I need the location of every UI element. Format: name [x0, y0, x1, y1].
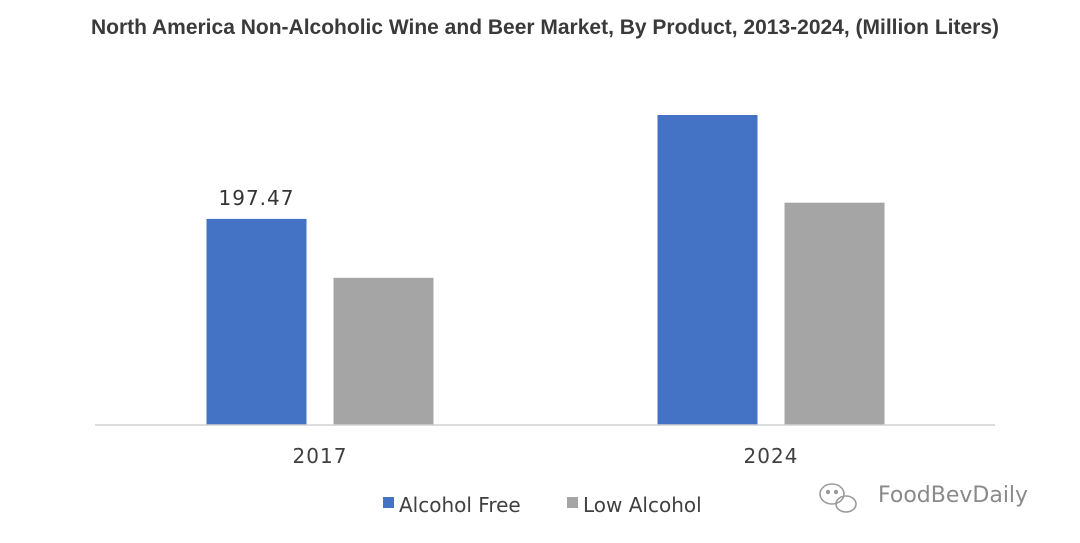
wechat-icon [819, 483, 857, 513]
x-tick-label: 2024 [744, 444, 799, 468]
legend-label-alcohol-free: Alcohol Free [399, 493, 521, 517]
watermark-text: FoodBevDaily [878, 483, 1028, 508]
legend: Alcohol Free Low Alcohol [383, 493, 702, 517]
bar-low-alcohol-2017 [333, 277, 434, 425]
bar-alcohol-free-2017 [206, 218, 307, 425]
data-label: 197.47 [219, 186, 295, 210]
legend-label-low-alcohol: Low Alcohol [583, 493, 702, 517]
x-tick-label: 2017 [293, 444, 348, 468]
chart-title: North America Non-Alcoholic Wine and Bee… [91, 16, 999, 39]
bar-low-alcohol-2024 [784, 202, 885, 425]
bars [206, 115, 885, 425]
x-tick-labels: 2017 2024 [293, 444, 799, 468]
data-labels: 197.47 [219, 186, 295, 210]
legend-swatch-alcohol-free [383, 497, 394, 508]
bar-alcohol-free-2024 [657, 115, 758, 425]
legend-swatch-low-alcohol [567, 497, 578, 508]
watermark: FoodBevDaily [819, 483, 1028, 513]
